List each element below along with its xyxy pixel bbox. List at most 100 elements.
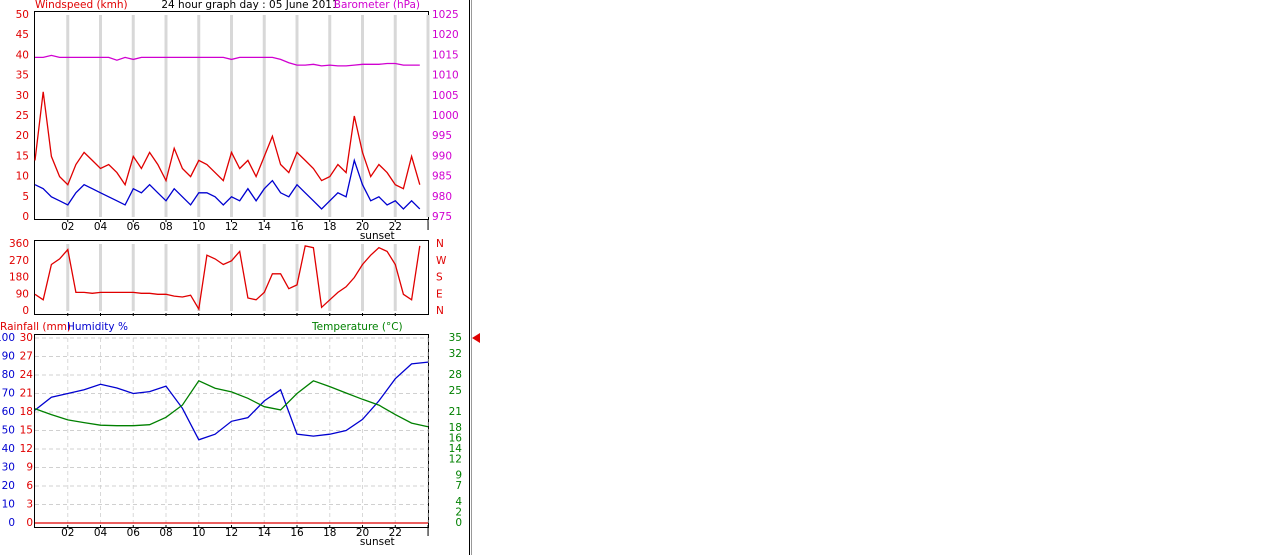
y3-tick-label: 3 <box>26 499 33 511</box>
y2-tick-label: 980 <box>432 191 452 203</box>
y2-tick-label: 18 <box>449 422 462 434</box>
x-tick-label: 08 <box>159 527 172 539</box>
x-tick-label: 14 <box>258 527 272 539</box>
x-tick-label: 14 <box>258 221 272 233</box>
marker <box>472 333 480 343</box>
y3-tick-label: 6 <box>26 480 33 492</box>
y2-tick-label: S <box>436 272 443 284</box>
series-line <box>34 91 421 190</box>
x-tick-label: 10 <box>192 221 205 233</box>
y2-tick-label: 990 <box>432 150 452 162</box>
series-line <box>34 361 429 441</box>
x-tick-label: 12 <box>225 221 238 233</box>
x-tick-label: 18 <box>323 221 336 233</box>
y2-tick-label: E <box>436 288 443 300</box>
x-tick-label: 22 <box>389 221 402 233</box>
x-tick-label: I <box>426 221 429 233</box>
x-tick-label: 10 <box>192 527 205 539</box>
series-line <box>35 54 420 67</box>
y-tick-label: 50 <box>2 425 15 437</box>
y2-tick-label: 4 <box>455 496 462 508</box>
y2-tick-label: 2 <box>455 506 462 518</box>
y-tick-label: 360 <box>9 238 29 250</box>
y2-tick-label: 12 <box>449 454 462 466</box>
y3-tick-label: 21 <box>20 388 33 400</box>
y-tick-label: 45 <box>16 29 29 41</box>
x-tick-label: 22 <box>389 527 402 539</box>
x-tick-label: 16 <box>290 527 304 539</box>
y2-tick-label: 1020 <box>432 29 459 41</box>
y-tick-label: 180 <box>9 272 29 284</box>
y-axis-title: Humidity % <box>67 321 128 333</box>
y-tick-label: 20 <box>2 480 15 492</box>
y3-tick-label: 9 <box>26 462 33 474</box>
y2-axis-title: Barometer (hPa) <box>334 0 420 11</box>
y2-tick-label: 32 <box>449 348 462 360</box>
y2-tick-label: 985 <box>432 171 452 183</box>
y-tick-label: 50 <box>16 9 29 21</box>
series-line <box>34 379 429 428</box>
x-tick-label: 16 <box>290 221 304 233</box>
y2-tick-label: 7 <box>455 480 462 492</box>
y-tick-label: 10 <box>16 171 29 183</box>
y-tick-label: 80 <box>2 369 15 381</box>
y2-tick-label: 14 <box>449 443 463 455</box>
y-tick-label: 90 <box>16 288 29 300</box>
y-tick-label: 25 <box>16 110 29 122</box>
y3-tick-label: 30 <box>20 332 33 344</box>
y2-tick-label: W <box>436 255 447 267</box>
y2-tick-label: 1010 <box>432 70 459 82</box>
y2-tick-label: 35 <box>449 332 462 344</box>
x-tick-label: 08 <box>159 221 172 233</box>
y-tick-label: 30 <box>2 462 15 474</box>
y2-tick-label: 975 <box>432 211 452 223</box>
y-tick-label: 10 <box>2 499 15 511</box>
y-tick-label: 30 <box>16 90 29 102</box>
y2-axis-title: Temperature (°C) <box>311 321 403 333</box>
y2-tick-label: 1000 <box>432 110 459 122</box>
chart-title: 24 hour graph day : 05 June 2011 <box>161 0 338 11</box>
y3-tick-label: 12 <box>20 443 33 455</box>
x-tick-label: 12 <box>225 527 238 539</box>
y-tick-label: 270 <box>9 255 29 267</box>
y2-tick-label: N <box>436 238 444 250</box>
x-tick-label: 02 <box>61 221 74 233</box>
y-tick-label: 90 <box>2 351 15 363</box>
y-tick-label: 40 <box>2 443 15 455</box>
y-tick-label: 5 <box>22 191 29 203</box>
y-tick-label: 70 <box>2 388 15 400</box>
y-tick-label: 0 <box>22 305 29 317</box>
x-tick-label: 02 <box>61 527 74 539</box>
y-tick-label: 15 <box>16 150 29 162</box>
y-tick-label: 60 <box>2 406 15 418</box>
y3-tick-label: 18 <box>20 406 33 418</box>
y-tick-label: 35 <box>16 70 29 82</box>
y-tick-label: 20 <box>16 130 29 142</box>
series-line <box>34 245 421 312</box>
y2-tick-label: 1025 <box>432 9 459 21</box>
x-tick-label: 06 <box>127 527 141 539</box>
x-tick-label: 20 <box>356 221 369 233</box>
x-tick-label: 06 <box>127 221 141 233</box>
y2-tick-label: 0 <box>455 517 462 529</box>
y3-tick-label: 24 <box>20 369 34 381</box>
y2-tick-label: 16 <box>449 432 463 444</box>
y2-tick-label: 995 <box>432 130 452 142</box>
y3-tick-label: 15 <box>20 425 33 437</box>
series-line <box>34 157 421 210</box>
y-tick-label: 40 <box>16 49 29 61</box>
y3-axis-title: Rainfall (mm) <box>0 321 71 333</box>
y2-tick-label: 25 <box>449 385 462 397</box>
x-tick-label: 20 <box>356 527 369 539</box>
x-tick-label: 04 <box>94 221 108 233</box>
y-tick-label: 0 <box>22 211 29 223</box>
y2-tick-label: 9 <box>455 469 462 481</box>
y-tick-label: 0 <box>8 517 15 529</box>
annotation: sunset <box>360 230 395 242</box>
y3-tick-label: 0 <box>26 517 33 529</box>
x-tick-label: 18 <box>323 527 336 539</box>
y-axis-title: Windspeed (kmh) <box>35 0 128 11</box>
